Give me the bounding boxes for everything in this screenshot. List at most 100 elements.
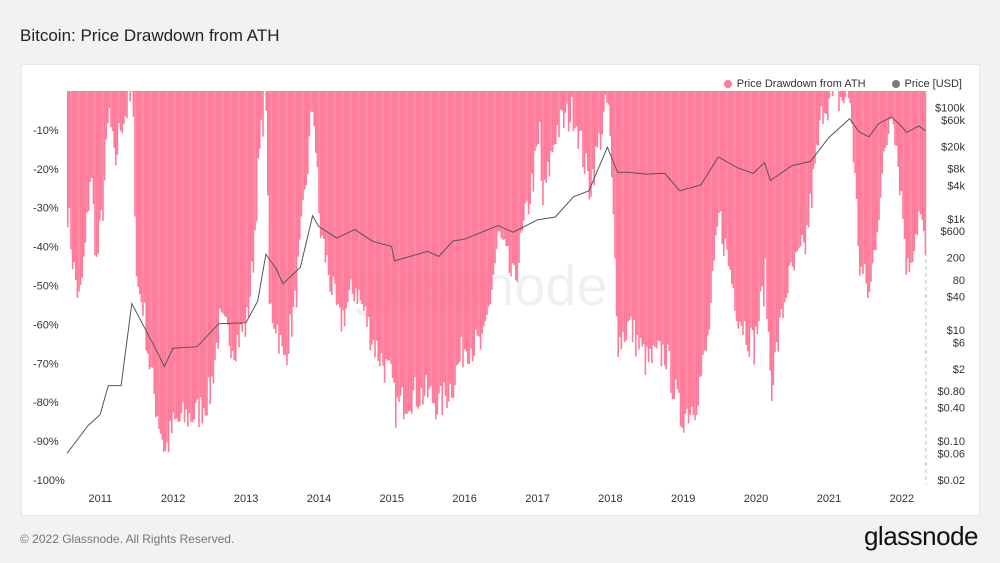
drawdown-bar bbox=[623, 91, 626, 343]
drawdown-bar bbox=[390, 91, 392, 364]
drawdown-bar bbox=[460, 91, 463, 337]
drawdown-bar bbox=[575, 91, 578, 127]
drawdown-bar bbox=[391, 91, 394, 378]
drawdown-bar bbox=[862, 91, 864, 275]
drawdown-bar bbox=[303, 91, 306, 190]
drawdown-bar bbox=[431, 91, 434, 403]
drawdown-bar bbox=[843, 91, 845, 104]
drawdown-bar bbox=[198, 91, 200, 428]
drawdown-bar bbox=[838, 91, 840, 112]
drawdown-bar bbox=[763, 91, 765, 307]
drawdown-bar bbox=[212, 91, 215, 384]
drawdown-bar bbox=[366, 91, 368, 327]
drawdown-bar bbox=[99, 91, 101, 221]
y-left-tick-label: -20% bbox=[33, 164, 59, 176]
legend-label-price: Price [USD] bbox=[904, 78, 962, 90]
drawdown-bar bbox=[345, 91, 347, 309]
drawdown-bar bbox=[135, 91, 138, 277]
drawdown-bar bbox=[459, 91, 461, 362]
drawdown-bar bbox=[811, 91, 813, 209]
drawdown-bar bbox=[644, 91, 647, 375]
drawdown-bar bbox=[307, 91, 309, 174]
drawdown-bar bbox=[457, 91, 459, 364]
drawdown-bar bbox=[358, 91, 360, 290]
drawdown-bar bbox=[367, 91, 370, 317]
drawdown-bar bbox=[164, 91, 167, 451]
drawdown-bar bbox=[420, 91, 423, 388]
drawdown-bar bbox=[852, 91, 855, 163]
drawdown-bar bbox=[167, 91, 170, 453]
drawdown-bar bbox=[161, 91, 163, 440]
drawdown-bar bbox=[483, 91, 485, 327]
drawdown-bar bbox=[820, 91, 823, 107]
y-right-tick-label: $40 bbox=[947, 292, 965, 304]
drawdown-bar bbox=[313, 91, 315, 127]
y-left-tick-label: -40% bbox=[33, 242, 59, 254]
drawdown-bar bbox=[692, 91, 695, 416]
drawdown-bar bbox=[630, 91, 632, 317]
drawdown-bar bbox=[230, 91, 232, 359]
drawdown-bar bbox=[577, 91, 579, 149]
drawdown-bar bbox=[467, 91, 469, 364]
drawdown-bar bbox=[291, 91, 293, 337]
drawdown-bar bbox=[879, 91, 882, 198]
drawdown-bar bbox=[711, 91, 714, 272]
drawdown-bar bbox=[334, 91, 336, 284]
drawdown-bar bbox=[764, 91, 767, 259]
legend-item-price[interactable]: Price [USD] bbox=[891, 78, 962, 90]
drawdown-bar bbox=[921, 91, 923, 221]
drawdown-bar bbox=[489, 91, 491, 304]
drawdown-bar bbox=[422, 91, 424, 405]
drawdown-bar bbox=[609, 91, 611, 136]
drawdown-bar bbox=[742, 91, 744, 335]
drawdown-bar bbox=[737, 91, 739, 329]
drawdown-bar bbox=[759, 91, 762, 292]
drawdown-bar bbox=[499, 91, 501, 232]
drawdown-bar bbox=[241, 91, 243, 333]
drawdown-bar bbox=[540, 91, 543, 181]
legend-item-drawdown[interactable]: Price Drawdown from ATH bbox=[723, 78, 866, 90]
drawdown-bar bbox=[206, 91, 208, 416]
drawdown-bar bbox=[126, 91, 128, 119]
drawdown-bar bbox=[659, 91, 661, 342]
drawdown-bar bbox=[97, 91, 99, 254]
drawdown-bar bbox=[260, 91, 263, 120]
drawdown-bar bbox=[204, 91, 207, 416]
drawdown-bar bbox=[329, 91, 331, 292]
drawdown-bar bbox=[561, 91, 563, 111]
drawdown-bar bbox=[606, 91, 608, 103]
drawdown-bar bbox=[903, 91, 906, 239]
drawdown-bar bbox=[735, 91, 738, 322]
drawdown-bar bbox=[855, 91, 858, 199]
drawdown-bar bbox=[139, 91, 141, 294]
drawdown-bar bbox=[545, 91, 547, 183]
legend-label-drawdown: Price Drawdown from ATH bbox=[736, 78, 866, 90]
y-right-tick-label: $10 bbox=[947, 325, 965, 337]
drawdown-bar bbox=[430, 91, 432, 387]
drawdown-bar bbox=[356, 91, 359, 305]
drawdown-bar bbox=[655, 91, 658, 349]
drawdown-bar bbox=[758, 91, 760, 322]
drawdown-bar bbox=[359, 91, 362, 301]
drawdown-bar bbox=[191, 91, 194, 423]
legend-swatch-price bbox=[891, 80, 900, 88]
drawdown-bar bbox=[215, 91, 218, 343]
drawdown-bar bbox=[708, 91, 711, 330]
drawdown-bar bbox=[710, 91, 712, 303]
drawdown-bar bbox=[806, 91, 808, 225]
drawdown-bar bbox=[651, 91, 653, 364]
drawdown-bar bbox=[574, 91, 576, 129]
drawdown-bar bbox=[593, 91, 595, 186]
drawdown-bar bbox=[894, 91, 896, 146]
drawdown-bar bbox=[667, 91, 669, 345]
drawdown-bar bbox=[822, 91, 824, 125]
drawdown-bar bbox=[619, 91, 621, 337]
drawdown-bar bbox=[596, 91, 599, 148]
drawdown-bar bbox=[863, 91, 866, 265]
drawdown-bar bbox=[404, 91, 407, 414]
drawdown-bar bbox=[534, 91, 536, 152]
y-right-tick-label: $60k bbox=[941, 115, 965, 127]
drawdown-bar bbox=[70, 91, 72, 250]
drawdown-bar bbox=[123, 91, 125, 125]
drawdown-bar bbox=[783, 91, 786, 303]
